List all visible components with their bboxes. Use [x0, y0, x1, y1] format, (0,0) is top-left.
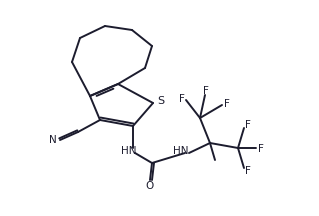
Text: F: F [258, 144, 264, 154]
Text: F: F [245, 120, 251, 130]
Text: HN: HN [121, 146, 137, 156]
Text: O: O [145, 181, 153, 191]
Text: S: S [158, 96, 165, 106]
Text: F: F [179, 94, 185, 104]
Text: N: N [49, 135, 57, 145]
Text: F: F [224, 99, 230, 109]
Text: F: F [245, 166, 251, 176]
Text: F: F [203, 86, 209, 96]
Text: HN: HN [173, 146, 189, 156]
